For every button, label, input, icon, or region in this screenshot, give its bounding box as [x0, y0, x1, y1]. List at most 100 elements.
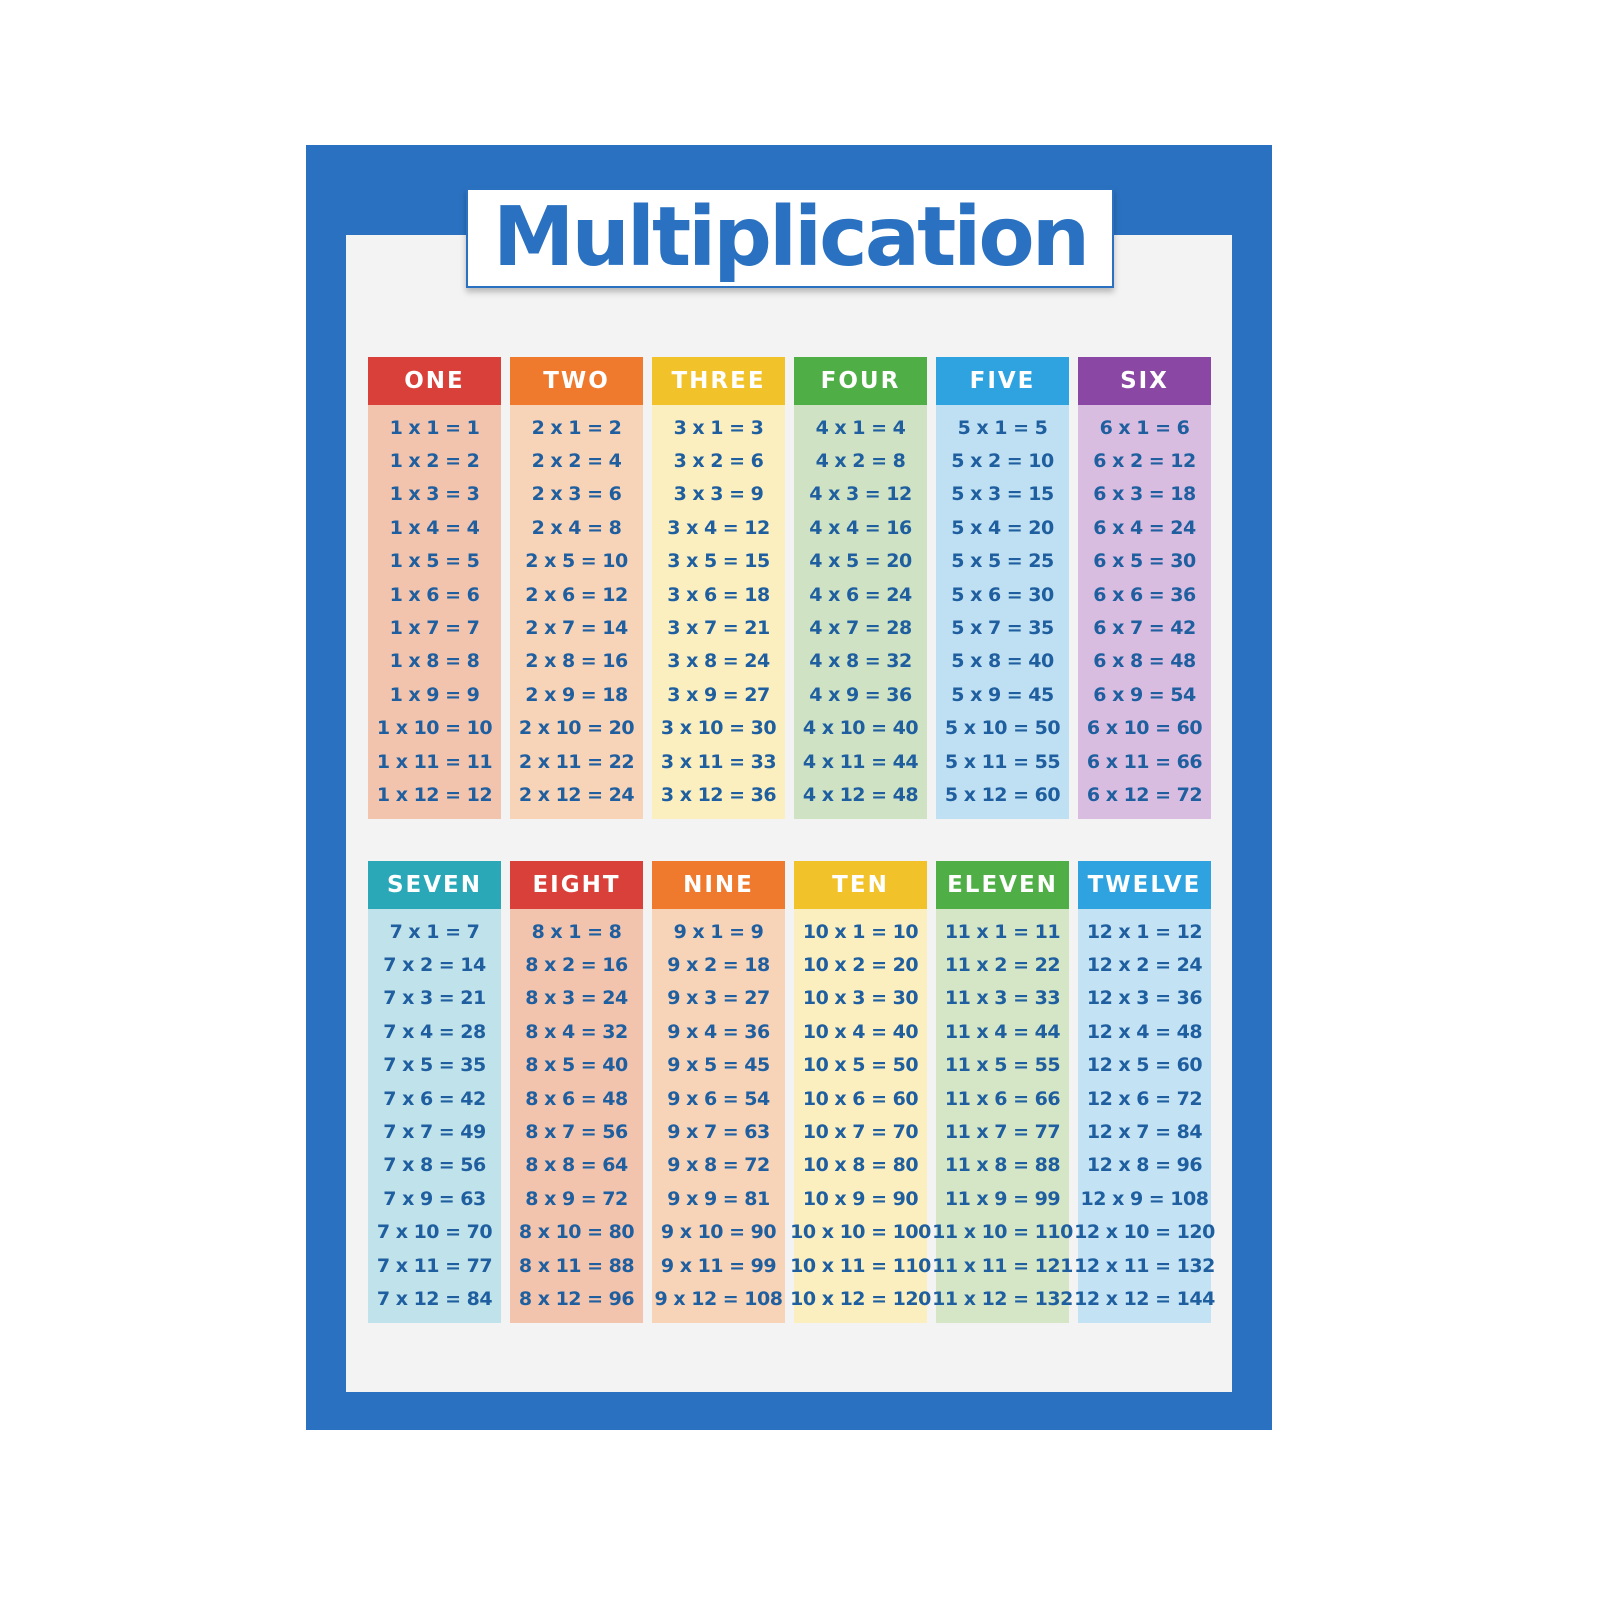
equation: 10 x 6 = 60 — [802, 1087, 919, 1110]
equation: 5 x 12 = 60 — [944, 783, 1061, 806]
equation: 4 x 1 = 4 — [815, 416, 906, 439]
equation: 3 x 7 = 21 — [667, 617, 770, 640]
table-header: TWO — [510, 357, 643, 405]
table-header: EIGHT — [510, 861, 643, 909]
equation: 8 x 2 = 16 — [525, 954, 628, 977]
equation: 1 x 2 = 2 — [389, 450, 480, 473]
equation: 11 x 2 = 22 — [944, 954, 1061, 977]
equation: 5 x 5 = 25 — [951, 550, 1054, 573]
equation: 10 x 12 = 120 — [790, 1287, 931, 1310]
equation: 11 x 6 = 66 — [944, 1087, 1061, 1110]
table-header: THREE — [652, 357, 785, 405]
equation: 7 x 9 = 63 — [383, 1187, 486, 1210]
times-table-nine: NINE 9 x 1 = 9 9 x 2 = 18 9 x 3 = 27 9 x 4 =… — [652, 861, 785, 1323]
equation: 1 x 6 = 6 — [389, 583, 480, 606]
equation: 5 x 9 = 45 — [951, 683, 1054, 706]
equation: 5 x 1 = 5 — [957, 416, 1048, 439]
equation: 3 x 10 = 30 — [660, 717, 777, 740]
equation: 6 x 1 = 6 — [1099, 416, 1190, 439]
table-body: 3 x 1 = 3 3 x 2 = 6 3 x 3 = 9 3 x 4 = 12 3 x… — [652, 405, 785, 819]
equation: 9 x 2 = 18 — [667, 954, 770, 977]
equation: 8 x 7 = 56 — [525, 1121, 628, 1144]
equation: 12 x 2 = 24 — [1086, 954, 1203, 977]
equation: 3 x 3 = 9 — [673, 483, 764, 506]
equation: 6 x 4 = 24 — [1093, 516, 1196, 539]
equation: 5 x 11 = 55 — [944, 750, 1061, 773]
equation: 3 x 5 = 15 — [667, 550, 770, 573]
equation: 6 x 6 = 36 — [1093, 583, 1196, 606]
equation: 11 x 10 = 110 — [932, 1221, 1073, 1244]
equation: 10 x 10 = 100 — [790, 1221, 931, 1244]
equation: 6 x 3 = 18 — [1093, 483, 1196, 506]
equation: 11 x 8 = 88 — [944, 1154, 1061, 1177]
equation: 3 x 1 = 3 — [673, 416, 764, 439]
equation: 4 x 8 = 32 — [809, 650, 912, 673]
equation: 10 x 5 = 50 — [802, 1054, 919, 1077]
equation: 3 x 6 = 18 — [667, 583, 770, 606]
poster-title: Multiplication — [492, 190, 1090, 285]
times-table-five: FIVE 5 x 1 = 5 5 x 2 = 10 5 x 3 = 15 5 x 4 =… — [936, 357, 1069, 819]
times-table-eight: EIGHT 8 x 1 = 8 8 x 2 = 16 8 x 3 = 24 8 x 4 … — [510, 861, 643, 1323]
equation: 8 x 8 = 64 — [525, 1154, 628, 1177]
equation: 2 x 1 = 2 — [531, 416, 622, 439]
equation: 10 x 9 = 90 — [802, 1187, 919, 1210]
equation: 8 x 3 = 24 — [525, 987, 628, 1010]
equation: 12 x 12 = 144 — [1074, 1287, 1215, 1310]
equation: 12 x 10 = 120 — [1074, 1221, 1215, 1244]
equation: 4 x 3 = 12 — [809, 483, 912, 506]
table-header: NINE — [652, 861, 785, 909]
equation: 4 x 4 = 16 — [809, 516, 912, 539]
equation: 5 x 6 = 30 — [951, 583, 1054, 606]
equation: 7 x 11 = 77 — [376, 1254, 493, 1277]
equation: 8 x 10 = 80 — [518, 1221, 635, 1244]
table-header: TEN — [794, 861, 927, 909]
equation: 2 x 8 = 16 — [525, 650, 628, 673]
equation: 9 x 7 = 63 — [667, 1121, 770, 1144]
table-header: TWELVE — [1078, 861, 1211, 909]
table-body: 2 x 1 = 2 2 x 2 = 4 2 x 3 = 6 2 x 4 = 8 2 x … — [510, 405, 643, 819]
times-table-seven: SEVEN 7 x 1 = 7 7 x 2 = 14 7 x 3 = 21 7 x 4 … — [368, 861, 501, 1323]
equation: 12 x 5 = 60 — [1086, 1054, 1203, 1077]
table-body: 8 x 1 = 8 8 x 2 = 16 8 x 3 = 24 8 x 4 = 32 8… — [510, 909, 643, 1323]
equation: 12 x 1 = 12 — [1086, 920, 1203, 943]
equation: 5 x 4 = 20 — [951, 516, 1054, 539]
equation: 7 x 5 = 35 — [383, 1054, 486, 1077]
equation: 7 x 4 = 28 — [383, 1020, 486, 1043]
equation: 8 x 5 = 40 — [525, 1054, 628, 1077]
times-table-four: FOUR 4 x 1 = 4 4 x 2 = 8 4 x 3 = 12 4 x 4 = … — [794, 357, 927, 819]
equation: 2 x 2 = 4 — [531, 450, 622, 473]
equation: 5 x 8 = 40 — [951, 650, 1054, 673]
table-body: 5 x 1 = 5 5 x 2 = 10 5 x 3 = 15 5 x 4 = 20 5… — [936, 405, 1069, 819]
equation: 4 x 5 = 20 — [809, 550, 912, 573]
table-body: 4 x 1 = 4 4 x 2 = 8 4 x 3 = 12 4 x 4 = 16 4 … — [794, 405, 927, 819]
equation: 12 x 7 = 84 — [1086, 1121, 1203, 1144]
equation: 4 x 11 = 44 — [802, 750, 919, 773]
equation: 8 x 6 = 48 — [525, 1087, 628, 1110]
equation: 9 x 6 = 54 — [667, 1087, 770, 1110]
equation: 6 x 11 = 66 — [1086, 750, 1203, 773]
equation: 9 x 8 = 72 — [667, 1154, 770, 1177]
equation: 2 x 4 = 8 — [531, 516, 622, 539]
equation: 9 x 4 = 36 — [667, 1020, 770, 1043]
equation: 2 x 3 = 6 — [531, 483, 622, 506]
table-body: 11 x 1 = 11 11 x 2 = 22 11 x 3 = 33 11 x 4 … — [932, 909, 1073, 1323]
equation: 5 x 2 = 10 — [951, 450, 1054, 473]
equation: 7 x 2 = 14 — [383, 954, 486, 977]
equation: 3 x 11 = 33 — [660, 750, 777, 773]
equation: 10 x 4 = 40 — [802, 1020, 919, 1043]
table-header: ELEVEN — [936, 861, 1069, 909]
equation: 7 x 3 = 21 — [383, 987, 486, 1010]
equation: 4 x 12 = 48 — [802, 783, 919, 806]
equation: 2 x 9 = 18 — [525, 683, 628, 706]
equation: 1 x 5 = 5 — [389, 550, 480, 573]
equation: 8 x 4 = 32 — [525, 1020, 628, 1043]
equation: 2 x 12 = 24 — [518, 783, 635, 806]
equation: 6 x 10 = 60 — [1086, 717, 1203, 740]
equation: 4 x 9 = 36 — [809, 683, 912, 706]
equation: 3 x 9 = 27 — [667, 683, 770, 706]
equation: 8 x 12 = 96 — [518, 1287, 635, 1310]
equation: 10 x 2 = 20 — [802, 954, 919, 977]
equation: 9 x 10 = 90 — [660, 1221, 777, 1244]
times-table-twelve: TWELVE 12 x 1 = 12 12 x 2 = 24 12 x 3 = 36 1… — [1074, 861, 1215, 1323]
